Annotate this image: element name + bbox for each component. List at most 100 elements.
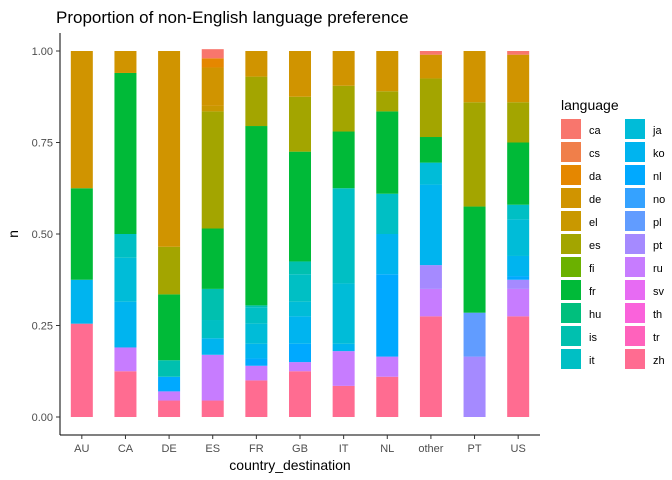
legend-label-ja: ja xyxy=(652,125,662,137)
bar-IT-ko xyxy=(332,343,355,352)
bar-other-es xyxy=(419,78,442,138)
x-tick-label: ES xyxy=(205,443,220,455)
legend-label-hu: hu xyxy=(589,309,601,321)
bar-other-de xyxy=(419,54,442,79)
bar-GB-ja xyxy=(289,301,311,317)
legend-label-zh: zh xyxy=(653,355,665,367)
legend-key-th xyxy=(625,303,645,323)
bar-IT-it xyxy=(332,188,355,284)
bar-FR-is xyxy=(245,305,268,308)
bar-other-ru xyxy=(419,288,442,317)
x-tick-label: FR xyxy=(249,443,264,455)
legend-label-ko: ko xyxy=(653,148,665,160)
bar-US-es xyxy=(507,102,530,143)
bar-GB-zh xyxy=(289,371,311,417)
bar-PT-pt xyxy=(463,356,486,417)
legend-label-fi: fi xyxy=(589,263,595,275)
bar-DE-is xyxy=(158,360,181,377)
legend-key-ru xyxy=(625,257,645,277)
bar-US-zh xyxy=(507,316,530,417)
bar-US-it xyxy=(507,204,530,220)
bar-IT-zh xyxy=(332,385,355,417)
axes: 0.00 0.25 0.50 0.75 1.00 AU CA DE ES FR GB IT NL othe… xyxy=(32,33,540,455)
bar-FR-nl xyxy=(245,358,268,366)
bar-DE-fr xyxy=(158,294,181,361)
bar-AU-fr xyxy=(70,188,93,280)
legend-label-no: no xyxy=(653,194,665,206)
legend: language ca cs da de el es fi fr hu is it ja ko nl no p… xyxy=(561,97,665,369)
bar-GB-ru xyxy=(289,362,311,372)
bar-PT-pl xyxy=(463,312,486,357)
legend-key-es xyxy=(561,234,581,254)
bar-CA-ru xyxy=(114,347,137,372)
legend-key-is xyxy=(561,326,581,346)
legend-key-pt xyxy=(625,234,645,254)
bar-IT-ja xyxy=(332,283,355,344)
legend-label-th: th xyxy=(653,309,662,321)
bar-CA-de xyxy=(114,51,137,73)
bar-NL-nl xyxy=(376,274,399,357)
bar-DE-ru xyxy=(158,391,181,401)
y-tick-label: 0.50 xyxy=(32,229,53,241)
legend-label-cs: cs xyxy=(589,148,601,160)
legend-label-es: es xyxy=(589,240,601,252)
legend-label-nl: nl xyxy=(653,171,662,183)
bar-other-ko xyxy=(419,184,442,266)
legend-label-tr: tr xyxy=(653,332,660,344)
bar-PT-es xyxy=(463,102,486,207)
bar-FR-fr xyxy=(245,126,268,306)
legend-key-nl xyxy=(625,165,645,185)
bar-CA-ko xyxy=(114,301,137,348)
bar-FR-de xyxy=(245,51,268,77)
legend-key-da xyxy=(561,165,581,185)
bar-other-fr xyxy=(419,137,442,163)
x-axis-title: country_destination xyxy=(229,457,350,473)
bar-other-ca xyxy=(419,51,442,55)
bar-CA-ja xyxy=(114,257,137,302)
bar-FR-es xyxy=(245,76,268,127)
y-axis-title: n xyxy=(5,230,21,238)
bar-ES-it xyxy=(201,320,224,339)
bar-NL-es xyxy=(376,91,399,112)
chart-title: Proportion of non-English language prefe… xyxy=(56,8,409,27)
bar-US-ru xyxy=(507,288,530,317)
legend-label-da: da xyxy=(589,171,602,183)
bar-FR-ru xyxy=(245,365,268,381)
bar-other-zh xyxy=(419,316,442,417)
bar-NL-ru xyxy=(376,356,399,377)
legend-key-sv xyxy=(625,280,645,300)
legend-label-it: it xyxy=(589,355,595,367)
bar-PT-fr xyxy=(463,206,486,313)
bar-DE-zh xyxy=(158,400,181,417)
x-tick-label: DE xyxy=(161,443,176,455)
bar-GB-it xyxy=(289,274,311,302)
legend-key-ko xyxy=(625,142,645,162)
bar-ES-ru xyxy=(201,354,224,401)
bar-ES-de xyxy=(201,67,224,106)
bar-US-nl xyxy=(507,276,530,280)
y-tick-label: 0.75 xyxy=(32,138,53,150)
x-tick-label: GB xyxy=(292,443,308,455)
bar-US-ja xyxy=(507,219,530,256)
x-tick-label: other xyxy=(418,443,443,455)
bar-GB-is xyxy=(289,261,311,275)
bar-AU-zh xyxy=(70,323,93,417)
bar-FR-ja xyxy=(245,323,268,344)
bar-NL-fr xyxy=(376,111,399,194)
bar-GB-fr xyxy=(289,151,311,262)
bar-IT-fr xyxy=(332,131,355,189)
legend-label-ru: ru xyxy=(653,263,663,275)
bar-NL-de xyxy=(376,51,399,92)
legend-key-cs xyxy=(561,142,581,162)
x-tick-label: PT xyxy=(468,443,482,455)
legend-label-sv: sv xyxy=(653,286,665,298)
bar-FR-ko xyxy=(245,343,268,359)
legend-key-de xyxy=(561,188,581,208)
bar-GB-ko xyxy=(289,316,311,344)
bar-other-pt xyxy=(419,265,442,289)
legend-label-de: de xyxy=(589,194,601,206)
bar-GB-nl xyxy=(289,343,311,363)
bar-FR-it xyxy=(245,307,268,324)
bar-ES-el xyxy=(201,105,224,112)
bar-DE-de xyxy=(158,51,181,247)
